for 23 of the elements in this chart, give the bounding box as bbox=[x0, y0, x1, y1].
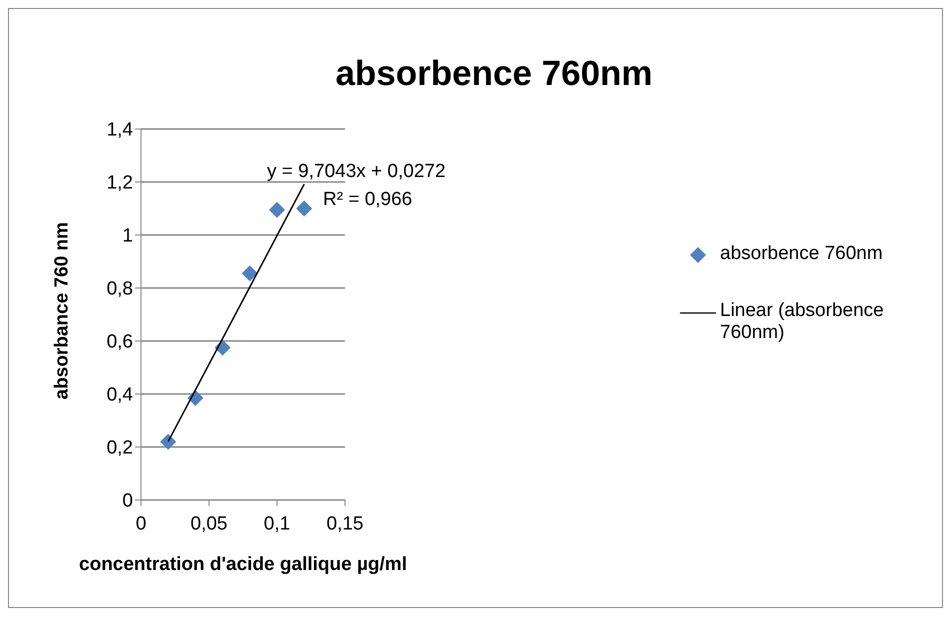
x-tick-label: 0 bbox=[136, 513, 146, 534]
point bbox=[269, 202, 285, 218]
y-tick-label: 0,2 bbox=[106, 438, 133, 459]
text: absorbence 760nm bbox=[334, 54, 654, 94]
x-axis-title: concentration d'acide gallique µg/ml bbox=[79, 554, 407, 575]
annotation: y = 9,7043x + 0,0272 bbox=[267, 161, 446, 183]
point bbox=[296, 200, 312, 216]
y-tick-label: 0,4 bbox=[106, 384, 134, 406]
x-tick-label: 0,1 bbox=[264, 513, 290, 534]
y-tick-label: 1,2 bbox=[106, 172, 133, 194]
y-tick-label: 1 bbox=[122, 226, 133, 247]
legend-label: Linear (absorbence 760nm) bbox=[720, 300, 885, 344]
y-tick-label: 0,6 bbox=[106, 332, 133, 353]
y-axis-title: absorbance 760 nm bbox=[52, 222, 73, 400]
legend-label: absorbence 760nm bbox=[720, 242, 883, 264]
annotation: R² = 0,966 bbox=[323, 189, 412, 211]
y-tick-label: 1,4 bbox=[106, 120, 134, 141]
x-tick-label: 0,05 bbox=[190, 513, 228, 534]
y-tick-label: 0,8 bbox=[106, 278, 133, 300]
point bbox=[242, 265, 258, 282]
x-tick-label: 0,15 bbox=[326, 513, 364, 534]
y-tick-label: 0 bbox=[122, 490, 133, 512]
point bbox=[160, 434, 176, 450]
